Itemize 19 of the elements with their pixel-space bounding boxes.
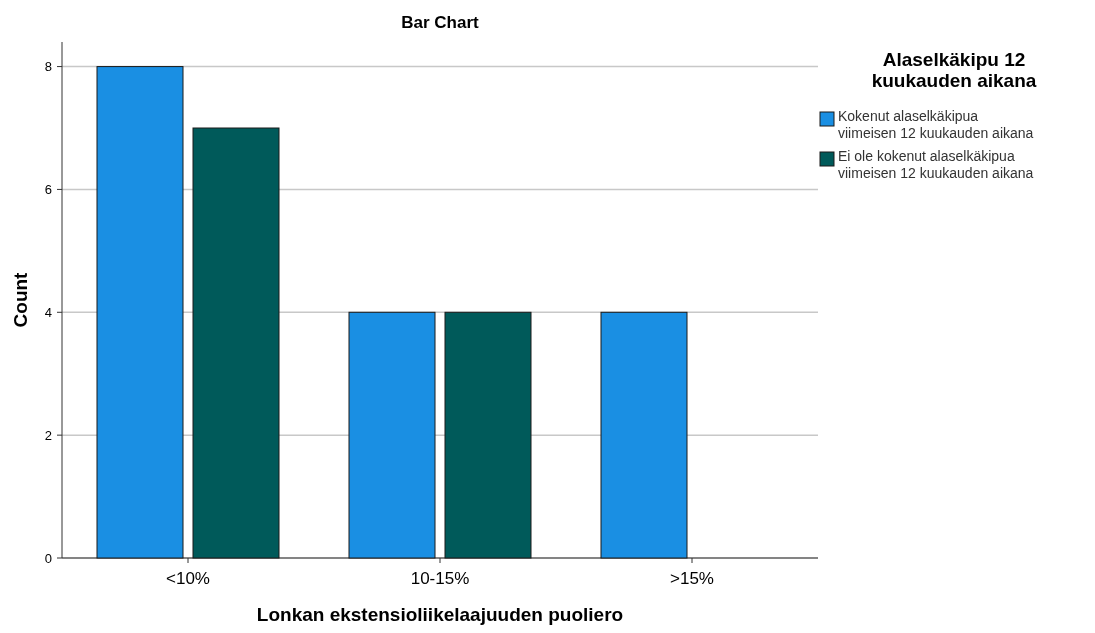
y-tick-label: 2 <box>44 427 52 443</box>
y-axis-title: Count <box>10 271 31 328</box>
legend-label: Ei ole kokenut alaselkäkipua viimeisen 12 kuukauden aikana <box>838 148 1034 181</box>
bar <box>600 311 688 559</box>
y-tick-label: 8 <box>44 59 52 75</box>
legend-title: Alaselkäkipu 12 kuukauden aikana <box>871 49 1037 91</box>
y-tick-label: 4 <box>44 304 52 320</box>
bar <box>348 311 436 559</box>
bar <box>96 66 184 559</box>
x-tick-label: <10% <box>166 569 210 588</box>
x-tick-label: >15% <box>670 569 714 588</box>
chart-title: Bar Chart <box>401 13 480 32</box>
legend-label: Kokenut alaselkäkipua viimeisen 12 kuukauden aikana <box>838 108 1034 141</box>
bar <box>192 127 280 559</box>
bar <box>444 311 532 559</box>
y-tick-label: 0 <box>44 550 52 566</box>
y-tick-label: 6 <box>44 181 52 197</box>
x-axis-title: Lonkan ekstensioliikelaajuuden puoliero <box>256 604 624 625</box>
x-tick-label: 10-15% <box>410 569 470 588</box>
